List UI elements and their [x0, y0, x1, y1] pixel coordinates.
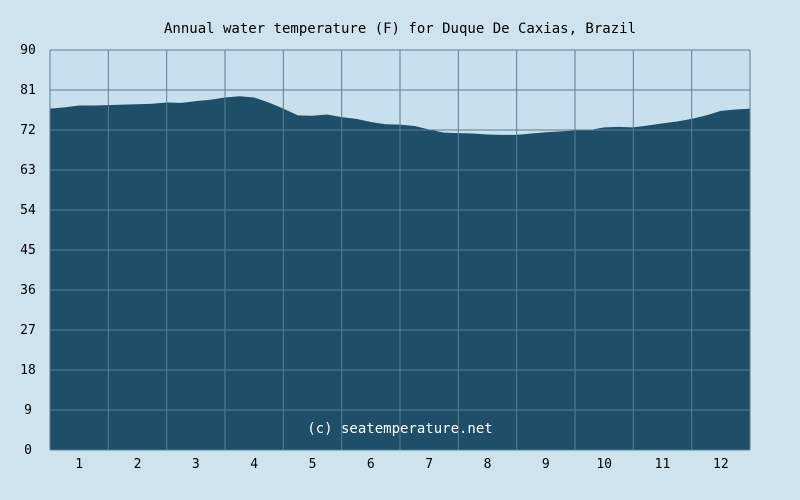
x-tick-label: 7	[425, 457, 433, 472]
x-tick-label: 8	[484, 457, 492, 472]
y-tick-label: 0	[24, 443, 32, 458]
y-axis-tick-labels: 0 9 18 27 36 45 54 63 72 81 90	[20, 43, 36, 458]
x-tick-label: 4	[250, 457, 258, 472]
y-tick-label: 54	[20, 203, 36, 218]
x-tick-label: 12	[713, 457, 729, 472]
y-tick-label: 90	[20, 43, 36, 58]
y-tick-label: 36	[20, 283, 36, 298]
y-tick-label: 27	[20, 323, 36, 338]
y-tick-label: 63	[20, 163, 36, 178]
grid-lines	[49, 49, 751, 451]
x-tick-label: 9	[542, 457, 550, 472]
y-tick-label: 18	[20, 363, 36, 378]
y-tick-label: 9	[24, 403, 32, 418]
y-tick-label: 81	[20, 83, 36, 98]
x-tick-label: 10	[596, 457, 612, 472]
x-tick-label: 11	[655, 457, 671, 472]
x-tick-label: 1	[75, 457, 83, 472]
y-tick-label: 45	[20, 243, 36, 258]
x-tick-label: 2	[134, 457, 142, 472]
x-tick-label: 3	[192, 457, 200, 472]
x-tick-label: 5	[309, 457, 317, 472]
x-tick-label: 6	[367, 457, 375, 472]
y-tick-label: 72	[20, 123, 36, 138]
copyright-watermark: (c) seatemperature.net	[307, 421, 492, 437]
chart-title: Annual water temperature (F) for Duque D…	[164, 21, 636, 37]
x-axis-tick-labels: 1 2 3 4 5 6 7 8 9 10 11 12	[75, 457, 728, 472]
